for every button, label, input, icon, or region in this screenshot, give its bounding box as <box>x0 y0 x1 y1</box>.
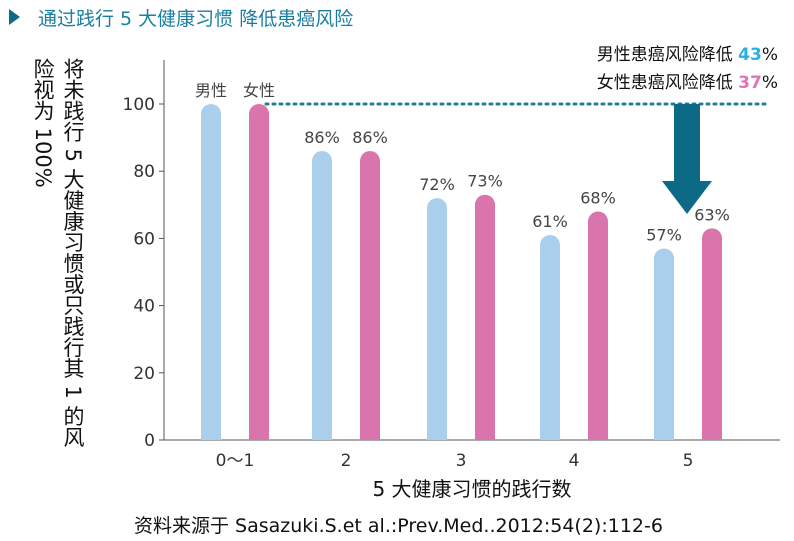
data-label-male-2: 72% <box>419 175 455 194</box>
bar-male-3 <box>540 235 560 440</box>
bar-male-1 <box>312 151 332 440</box>
male-reduction-label: 男性患癌风险降低 <box>596 45 733 65</box>
play-triangle-icon <box>9 9 20 25</box>
bar-female-3 <box>588 211 608 440</box>
male-reduction-note: 男性患癌风险降低 43% <box>597 40 778 65</box>
y-tick-label-80: 80 <box>133 162 155 182</box>
x-tick-label-4: 5 <box>683 451 694 471</box>
y-axis-title: 将未践行 5 大健康习惯或只践行其 1 的风险视为 100% <box>31 58 85 448</box>
bar-male-0 <box>201 104 221 440</box>
data-label-female-3: 68% <box>580 189 616 208</box>
female-reduction-note: 女性患癌风险降低 37% <box>597 68 778 93</box>
bar-female-4 <box>702 228 722 440</box>
data-label-female-4: 63% <box>694 205 730 224</box>
female-reduction-value: 37 <box>738 73 762 93</box>
legend-label-female: 女性 <box>243 81 275 100</box>
data-label-female-2: 73% <box>467 172 503 191</box>
data-label-male-4: 57% <box>646 225 682 244</box>
male-reduction-pct-sign: % <box>761 45 778 65</box>
y-tick-label-20: 20 <box>133 364 155 384</box>
source-citation: 资料来源于 Sasazuki.S.et al.:Prev.Med..2012:5… <box>134 515 663 537</box>
y-tick-label-0: 0 <box>144 431 155 451</box>
bar-male-2 <box>427 198 447 440</box>
x-axis-title: 5 大健康习惯的践行数 <box>372 477 571 501</box>
male-reduction-value: 43 <box>738 45 762 65</box>
data-label-male-3: 61% <box>532 212 568 231</box>
bar-male-4 <box>654 248 674 440</box>
y-tick-label-100: 100 <box>123 95 155 115</box>
x-tick-label-1: 2 <box>341 451 352 471</box>
bar-female-2 <box>475 194 495 440</box>
bar-female-1 <box>360 151 380 440</box>
bar-female-0 <box>249 104 269 440</box>
x-tick-label-0: 0〜1 <box>216 451 255 471</box>
y-tick-label-60: 60 <box>133 229 155 249</box>
data-label-female-1: 86% <box>352 128 388 147</box>
y-tick-label-40: 40 <box>133 297 155 317</box>
x-tick-label-3: 4 <box>569 451 580 471</box>
down-arrow-icon <box>662 104 712 214</box>
legend-label-male: 男性 <box>195 81 227 100</box>
female-reduction-pct-sign: % <box>761 73 778 93</box>
page-title: 通过践行 5 大健康习惯 降低患癌风险 <box>38 8 354 30</box>
female-reduction-label: 女性患癌风险降低 <box>596 73 733 93</box>
data-label-male-1: 86% <box>304 128 340 147</box>
x-tick-label-2: 3 <box>456 451 467 471</box>
header: 通过践行 5 大健康习惯 降低患癌风险 <box>0 0 794 34</box>
